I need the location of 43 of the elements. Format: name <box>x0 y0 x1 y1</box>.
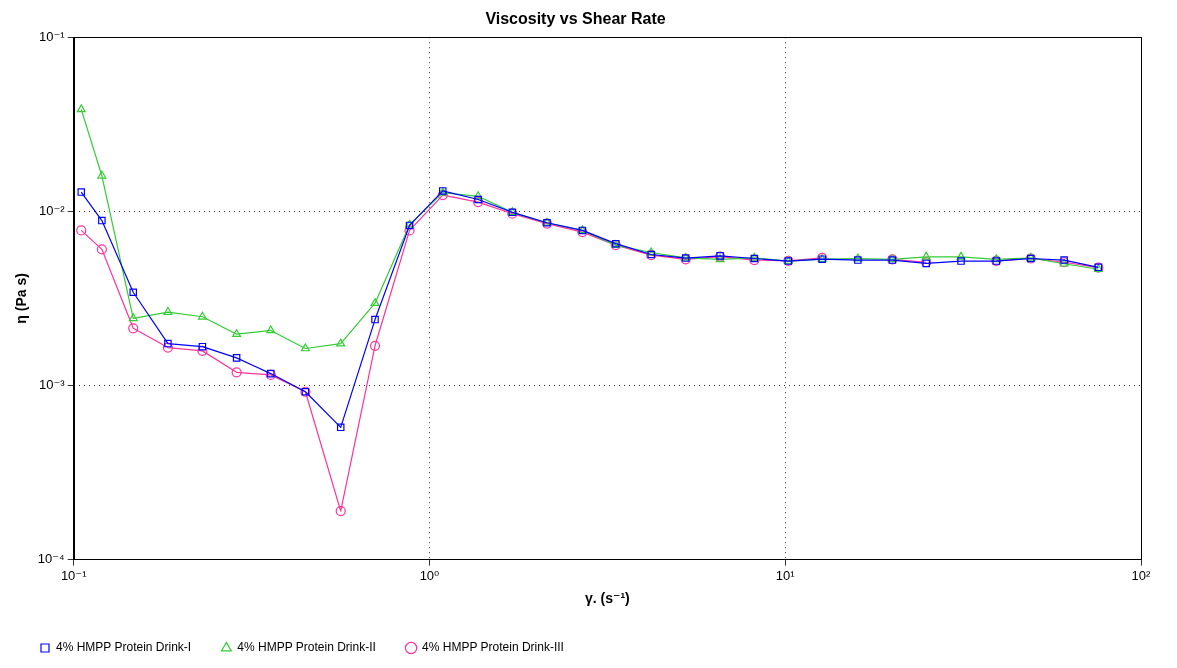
y-tick-label: 10⁻² <box>39 202 66 218</box>
point <box>300 343 310 352</box>
point <box>404 225 415 236</box>
y-tick-label: 10⁻¹ <box>39 28 66 44</box>
point <box>474 195 482 204</box>
point <box>473 196 484 208</box>
point <box>232 329 242 338</box>
point <box>335 505 346 517</box>
y-tick-label: 10⁻³ <box>39 377 66 393</box>
point <box>370 298 380 306</box>
point <box>197 311 207 320</box>
legend-label: 4% HMPP Protein Drink-III <box>422 640 564 655</box>
point <box>369 340 381 351</box>
x-tick-label: 10⁰ <box>419 567 440 583</box>
point <box>473 191 483 200</box>
point <box>164 339 172 348</box>
point <box>162 342 174 353</box>
x-tick-label: 10² <box>1131 567 1152 583</box>
point <box>336 338 346 347</box>
y-tick-label: 10⁻⁴ <box>37 551 65 567</box>
chart-title: Viscosity vs Shear Rate <box>485 10 666 28</box>
point <box>197 345 208 356</box>
point <box>957 257 965 265</box>
point <box>854 256 862 264</box>
point <box>128 313 138 322</box>
y-axis-title: η (Pa s) <box>13 273 30 324</box>
point <box>371 315 379 324</box>
point <box>163 306 173 315</box>
point <box>336 423 345 432</box>
point <box>921 251 931 260</box>
x-tick-label: 10¹ <box>775 567 796 583</box>
point <box>266 325 276 334</box>
point <box>232 354 241 362</box>
point <box>231 367 242 378</box>
point <box>128 323 139 334</box>
x-tick-label: 10⁻¹ <box>60 567 88 583</box>
point <box>129 288 138 297</box>
point <box>198 342 207 351</box>
point <box>956 251 966 260</box>
legend-label: 4% HMPP Protein Drink-I <box>56 640 192 655</box>
point <box>437 189 448 201</box>
legend-label: 4% HMPP Protein Drink-II <box>237 640 376 655</box>
x-axis-title: γ. (s⁻¹) <box>584 590 630 607</box>
